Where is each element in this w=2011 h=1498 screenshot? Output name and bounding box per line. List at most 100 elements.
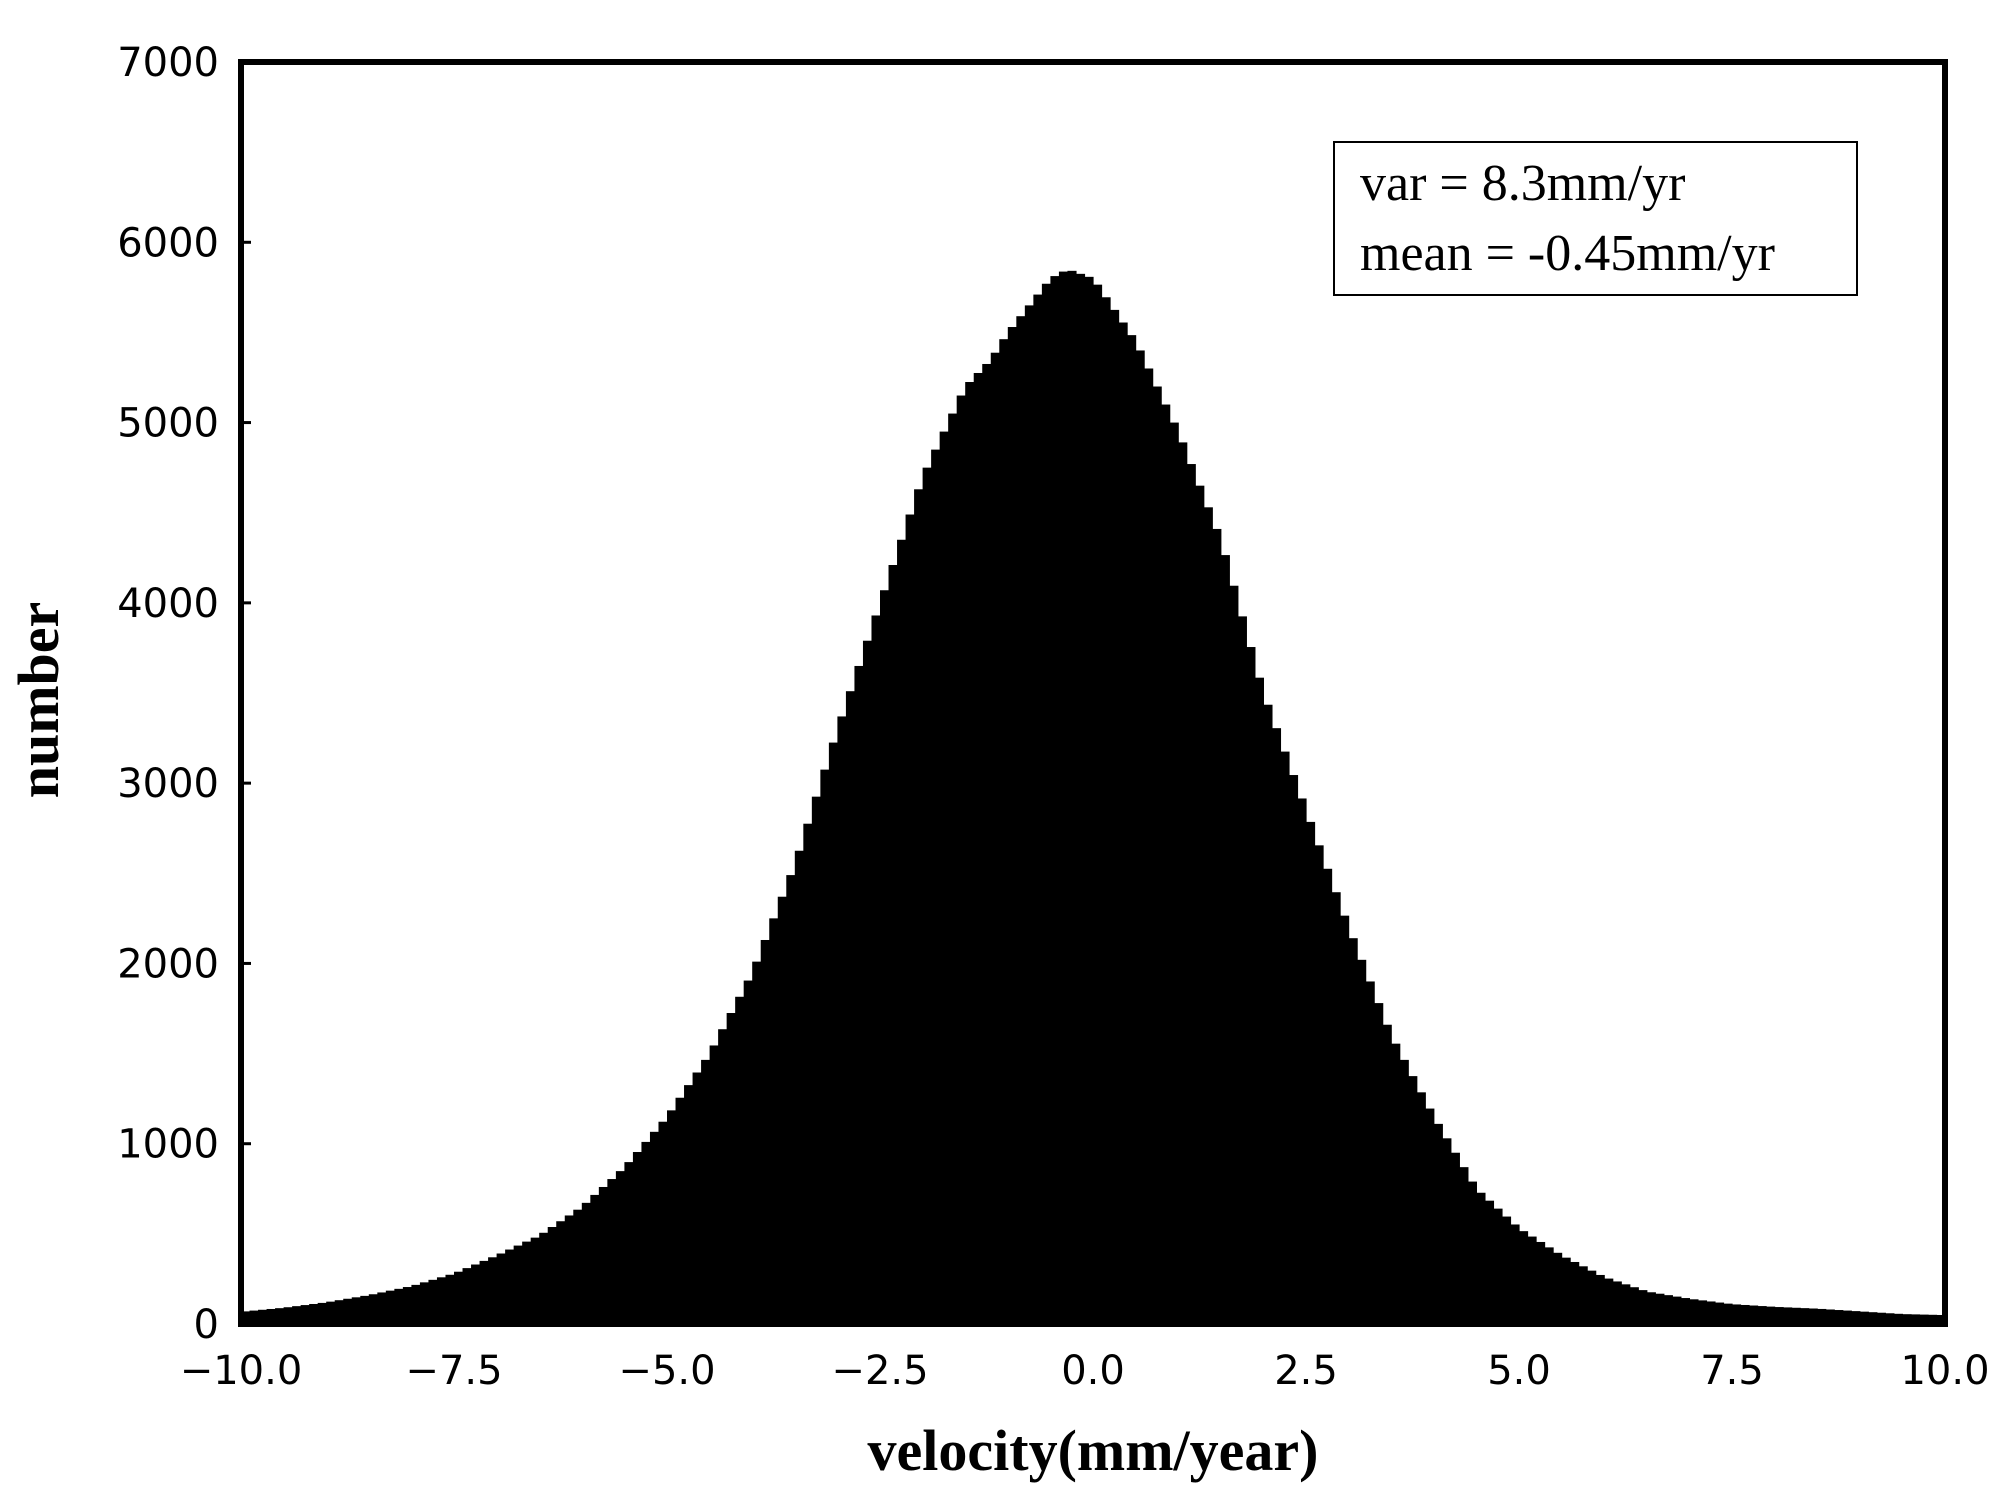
histogram-bar [1323,868,1333,1324]
histogram-bar [1416,1092,1426,1324]
histogram-bar [258,1309,268,1324]
histogram-bar [1680,1298,1690,1324]
histogram-bar [1817,1308,1827,1324]
histogram-bar [1382,1024,1392,1324]
histogram-bar [1263,704,1273,1324]
histogram-bar [1561,1257,1571,1324]
x-tick-label: −5.0 [618,1348,715,1394]
histogram-bar [1919,1314,1929,1324]
histogram-bar [828,742,838,1324]
histogram-bars [241,270,1946,1325]
histogram-bar [1570,1261,1580,1324]
histogram-bar [982,363,992,1325]
histogram-bar [436,1277,447,1324]
histogram-bar [1544,1247,1554,1324]
histogram-bar [1714,1302,1725,1324]
histogram-bar [1876,1312,1886,1324]
y-tick-label: 4000 [117,581,219,627]
histogram-bar [1016,316,1026,1324]
histogram-bar [854,665,864,1324]
histogram-bar [897,539,907,1324]
histogram-bar [735,996,745,1324]
histogram-bar [948,413,958,1324]
histogram-bar [1340,915,1350,1324]
histogram-bar [1723,1303,1733,1324]
histogram-bar [1595,1274,1605,1324]
histogram-bar [871,615,881,1324]
histogram-bar [573,1209,583,1324]
histogram-bar [1288,775,1299,1324]
histogram-bar [1655,1293,1665,1324]
histogram-bar [1629,1287,1639,1324]
histogram-bar [1467,1181,1477,1324]
histogram-bar [1663,1295,1673,1324]
histogram-bar [820,769,830,1324]
histogram-bar [641,1141,651,1324]
histogram-bar [249,1310,259,1324]
histogram-bar [241,1311,251,1324]
histogram-bar [1578,1266,1588,1324]
histogram-bar [1212,528,1222,1324]
histogram-bar [675,1097,685,1324]
histogram-bar [1093,284,1103,1324]
histogram-bar [931,449,941,1324]
histogram-bar [454,1271,464,1324]
histogram-bar [309,1303,319,1324]
histogram-bar [513,1245,523,1324]
histogram-bar [922,467,932,1324]
histogram-bar [973,372,983,1324]
histogram-bar [692,1072,702,1324]
histogram-bar [1084,276,1094,1325]
histogram-bar [266,1308,276,1324]
histogram-bar [658,1121,668,1324]
histogram-bar [1237,616,1247,1324]
histogram-bar [811,796,821,1324]
histogram-bar [351,1297,361,1324]
histogram-bar [667,1110,677,1324]
histogram-bar [1280,751,1290,1324]
histogram-bar [1357,959,1367,1324]
histogram-bar [624,1162,634,1324]
histogram-bar [411,1284,421,1324]
histogram-bar [1306,821,1316,1324]
histogram-bar [1374,1003,1384,1324]
histogram-bar [709,1045,719,1324]
histogram-bar [1757,1306,1767,1324]
histogram-bar [547,1227,557,1324]
y-tick-label: 6000 [117,220,219,266]
histogram-bar [1186,464,1196,1324]
histogram-bar [556,1221,566,1324]
histogram-bar [394,1288,404,1324]
histogram-bar [419,1282,430,1324]
histogram-bar [803,823,813,1324]
histogram-bar [1408,1076,1418,1324]
histogram-bar [1459,1167,1469,1324]
histogram-bar [1749,1305,1759,1324]
histogram-bar [1791,1307,1801,1324]
histogram-bar [1800,1308,1810,1324]
histogram-bar [1808,1308,1818,1324]
histogram-bar [1501,1216,1512,1324]
histogram-bar [385,1290,395,1324]
histogram-bar [1774,1307,1784,1324]
histogram-bar [1024,305,1034,1324]
histogram-bar [862,640,873,1324]
histogram-bar [1314,845,1324,1324]
histogram-bar [1604,1278,1614,1324]
histogram-bar [1058,271,1069,1325]
histogram-bar [1271,728,1282,1324]
histogram-bar [1484,1200,1495,1324]
histogram-bar [684,1085,694,1324]
histogram-bar [1825,1309,1835,1324]
histogram-bar [1135,350,1145,1325]
histogram-bar [292,1306,302,1324]
y-tick-label: 1000 [117,1122,219,1168]
histogram-bar [1851,1311,1861,1324]
histogram-bar [1067,270,1077,1325]
histogram-bar [777,896,787,1324]
histogram-bar [1007,327,1017,1324]
histogram-bar [1127,335,1137,1324]
histogram-bar [428,1279,438,1324]
x-axis-ticks: −10.0 −7.5 −5.0 −2.5 0.0 2.5 5.0 7.5 10.0 [180,1314,1990,1394]
histogram-bar [1893,1313,1903,1324]
